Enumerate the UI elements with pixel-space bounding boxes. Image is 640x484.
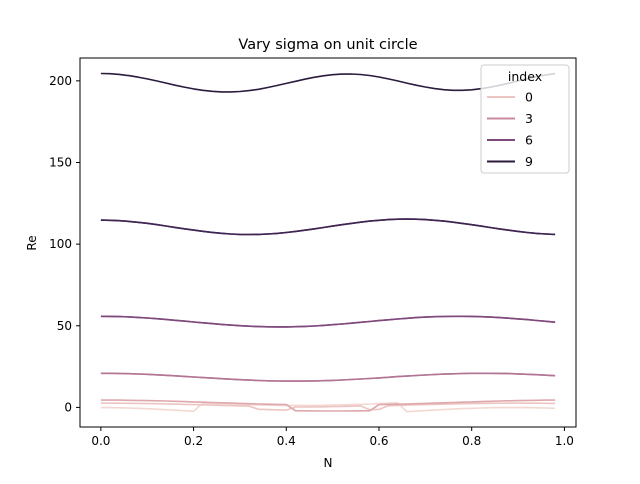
y-tick-label: 200 bbox=[49, 74, 72, 88]
legend: index 0 3 6 9 bbox=[480, 64, 570, 174]
y-axis: 0 50 100 150 200 bbox=[49, 74, 80, 414]
series-line-8 bbox=[100, 218, 556, 236]
legend-label: 9 bbox=[525, 154, 533, 169]
series-line-2 bbox=[100, 399, 556, 412]
x-axis-label: N bbox=[324, 456, 333, 470]
y-axis-label: Re bbox=[25, 235, 39, 250]
series-line-4 bbox=[100, 372, 556, 382]
chart-title: Vary sigma on unit circle bbox=[238, 37, 417, 53]
legend-label: 3 bbox=[525, 111, 533, 126]
x-tick-label: 0.0 bbox=[91, 434, 110, 448]
legend-box bbox=[480, 64, 570, 174]
axes-frame bbox=[79, 57, 577, 428]
legend-label: 0 bbox=[525, 90, 533, 105]
series-line-1 bbox=[100, 402, 556, 411]
x-tick-label: 0.6 bbox=[369, 434, 388, 448]
y-tick-label: 0 bbox=[64, 400, 72, 414]
series-line-0 bbox=[100, 401, 556, 413]
series-line-9 bbox=[100, 72, 556, 93]
y-tick-label: 50 bbox=[57, 319, 72, 333]
plot-lines bbox=[100, 72, 556, 413]
legend-title: index bbox=[508, 69, 542, 84]
y-tick-label: 100 bbox=[49, 237, 72, 251]
x-tick-label: 0.2 bbox=[184, 434, 203, 448]
y-tick-label: 150 bbox=[49, 155, 72, 169]
x-tick-label: 0.8 bbox=[462, 434, 481, 448]
legend-label: 6 bbox=[525, 133, 533, 148]
x-tick-label: 0.4 bbox=[277, 434, 296, 448]
x-tick-label: 1.0 bbox=[555, 434, 574, 448]
series-line-6 bbox=[100, 315, 556, 328]
x-axis: 0.0 0.2 0.4 0.6 0.8 1.0 bbox=[91, 427, 574, 448]
